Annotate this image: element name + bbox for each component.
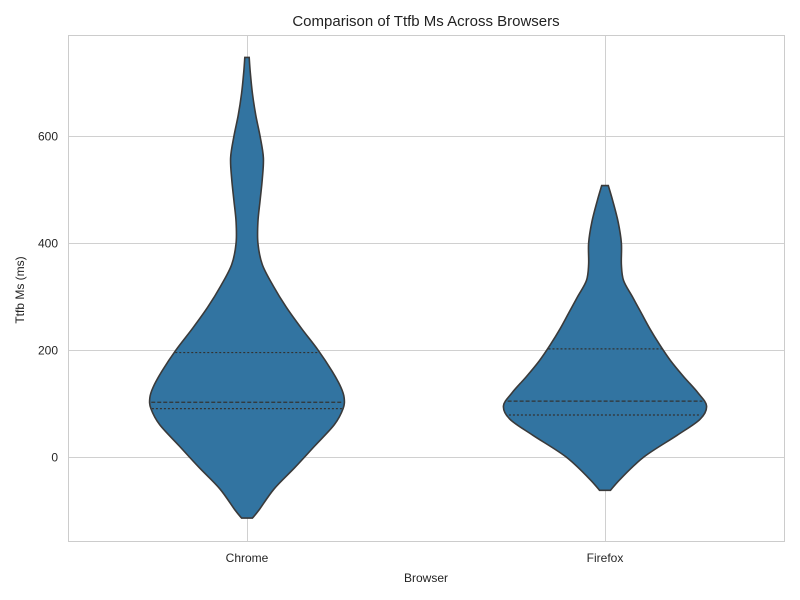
y-tick-labels: 0 200 400 600	[38, 130, 58, 465]
x-tick-label: Firefox	[587, 551, 624, 565]
y-axis-label: Ttfb Ms (ms)	[13, 256, 27, 323]
violin-chrome	[148, 56, 346, 519]
x-tick-labels: Chrome Firefox	[226, 551, 624, 565]
violins	[148, 56, 708, 519]
plot-frame	[68, 35, 785, 542]
violin-firefox	[502, 184, 708, 492]
x-tick-label: Chrome	[226, 551, 269, 565]
y-tick-label: 0	[51, 451, 58, 465]
x-axis-label: Browser	[404, 571, 448, 585]
chart-title: Comparison of Ttfb Ms Across Browsers	[292, 13, 559, 30]
y-tick-label: 200	[38, 344, 58, 358]
y-tick-label: 600	[38, 130, 58, 144]
y-tick-label: 400	[38, 237, 58, 251]
gridlines	[68, 35, 784, 541]
